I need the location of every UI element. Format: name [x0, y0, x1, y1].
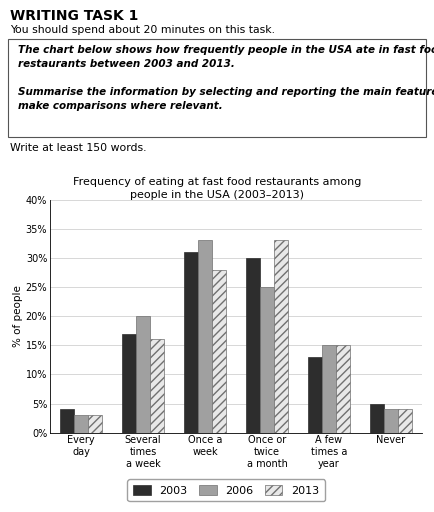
Text: Write at least 150 words.: Write at least 150 words. [10, 143, 146, 153]
Bar [183, 252, 197, 433]
Bar [321, 345, 335, 433]
Bar [307, 357, 321, 433]
Text: WRITING TASK 1: WRITING TASK 1 [10, 9, 138, 23]
Bar [245, 258, 259, 433]
Legend: 2003, 2006, 2013: 2003, 2006, 2013 [127, 479, 324, 501]
Bar [122, 334, 135, 433]
Text: people in the USA (2003–2013): people in the USA (2003–2013) [130, 189, 304, 200]
Text: You should spend about 20 minutes on this task.: You should spend about 20 minutes on thi… [10, 25, 274, 35]
Bar [74, 415, 88, 433]
Text: Frequency of eating at fast food restaurants among: Frequency of eating at fast food restaur… [73, 177, 361, 187]
FancyBboxPatch shape [8, 39, 425, 137]
Y-axis label: % of people: % of people [13, 285, 23, 347]
Bar [59, 410, 74, 433]
Bar [197, 241, 212, 433]
Bar [383, 410, 397, 433]
Bar [150, 339, 164, 433]
Bar [135, 316, 150, 433]
Text: The chart below shows how frequently people in the USA ate in fast food
restaura: The chart below shows how frequently peo… [18, 45, 434, 111]
Bar [259, 287, 273, 433]
Bar [88, 415, 102, 433]
Bar [369, 403, 383, 433]
Bar [273, 241, 288, 433]
Bar [397, 410, 411, 433]
Bar [335, 345, 349, 433]
Bar [212, 269, 226, 433]
